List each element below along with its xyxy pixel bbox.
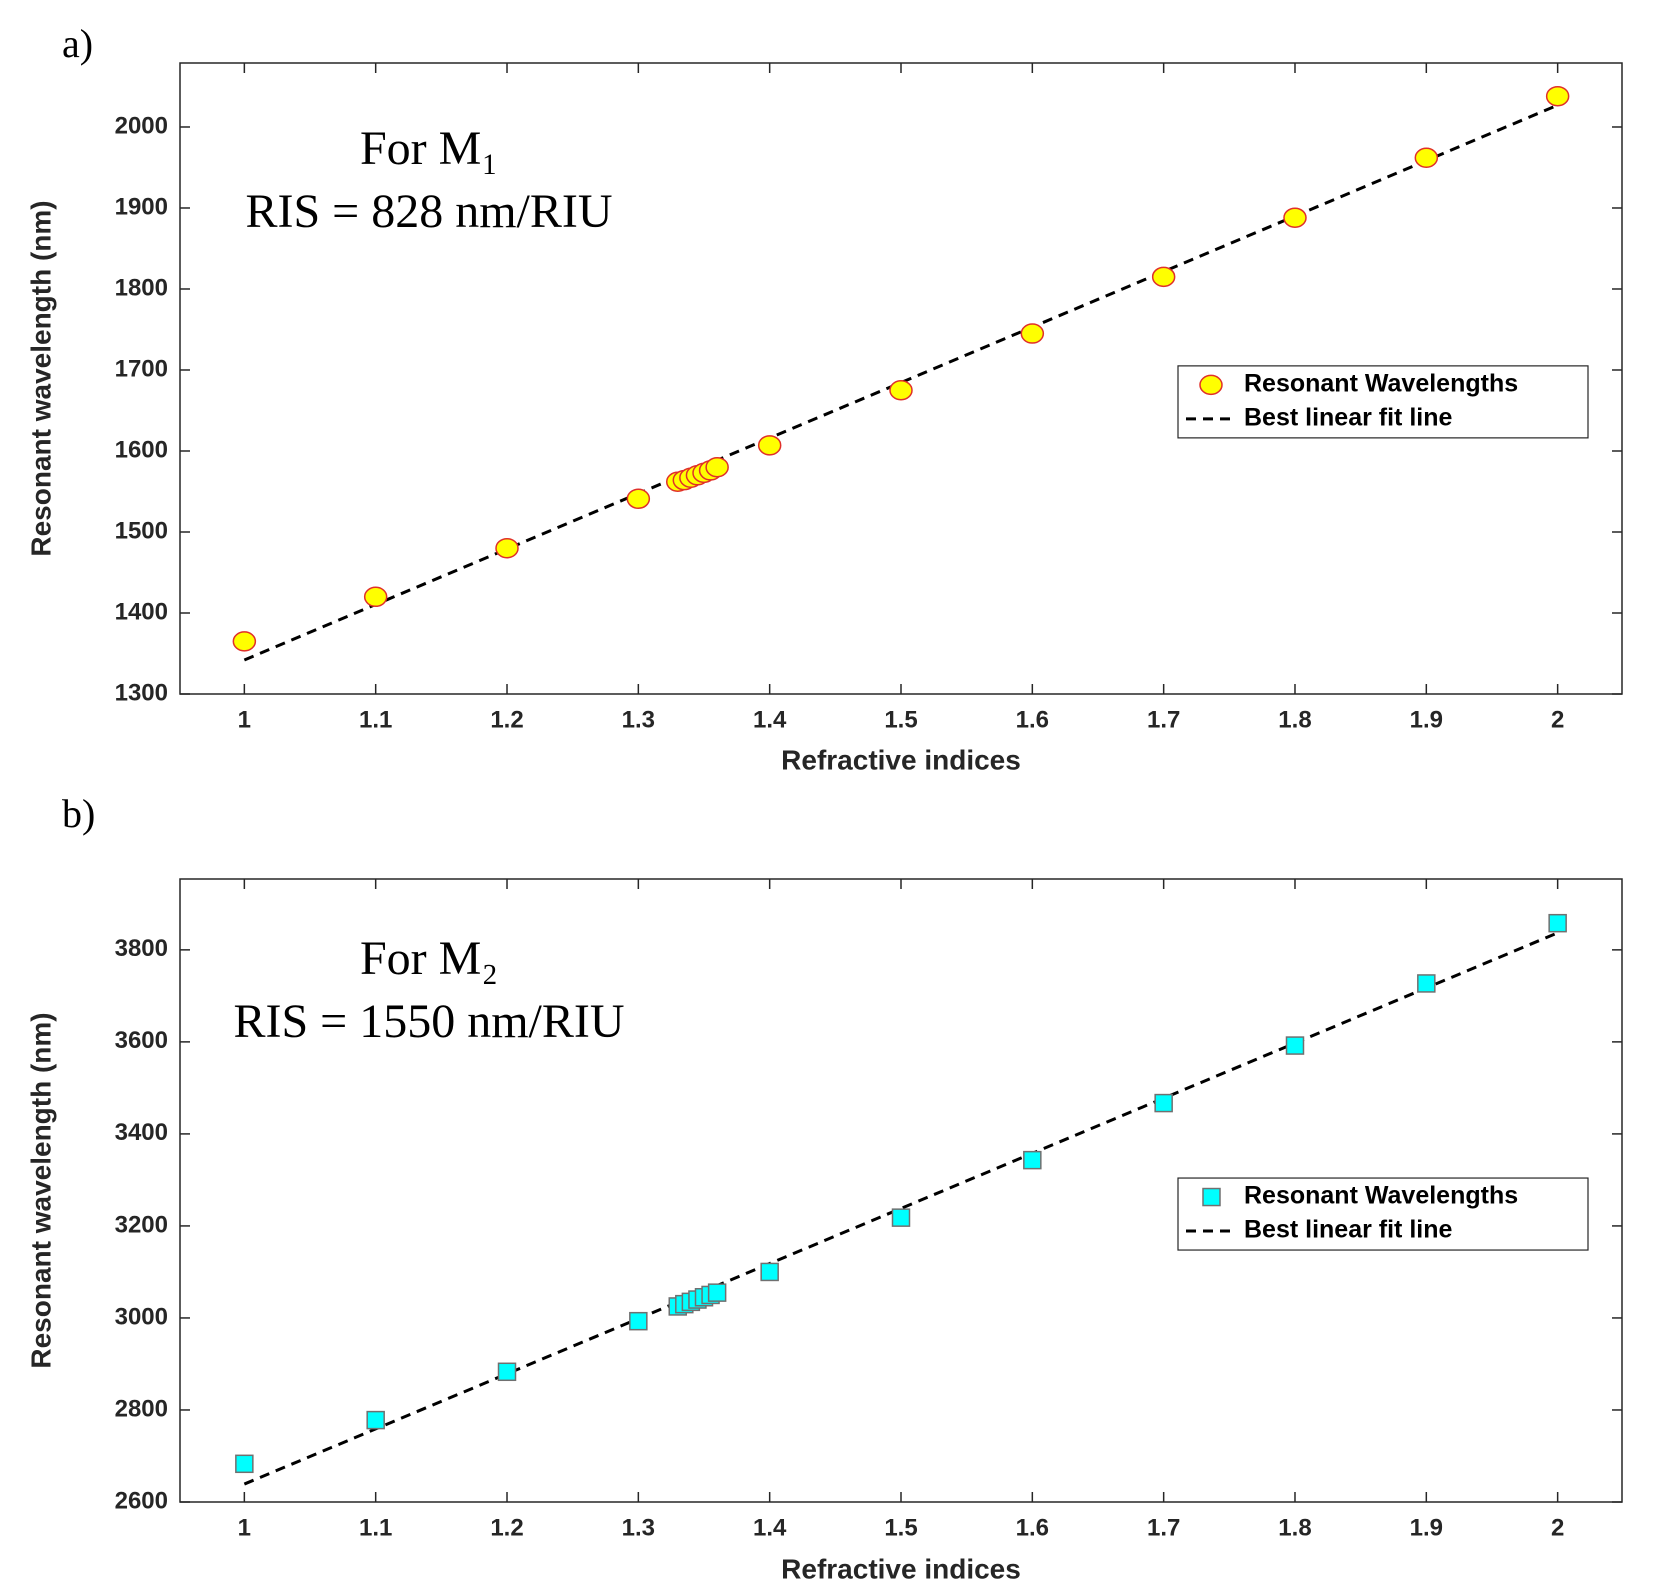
x-tick-label: 1.6 xyxy=(1016,706,1049,733)
x-tick-label: 1.5 xyxy=(884,1514,917,1541)
x-tick-label: 2 xyxy=(1551,706,1564,733)
data-point xyxy=(626,488,651,510)
x-tick-label: 1.4 xyxy=(753,1514,787,1541)
y-tick-label: 2000 xyxy=(115,112,168,139)
chart-panel: 2600 2800 3000 3200 3400 3600 3800 1 1.1 1.2 1.3 1.… xyxy=(25,791,1623,1584)
legend-label: Resonant Wavelengths xyxy=(1244,1182,1518,1210)
data-point xyxy=(889,379,913,401)
legend-label: Best linear fit line xyxy=(1244,1216,1452,1244)
y-tick-label: 1900 xyxy=(115,193,168,220)
legend-swatch xyxy=(1202,1187,1221,1207)
x-tick-label: 1 xyxy=(238,706,251,733)
legend-swatch xyxy=(1199,374,1223,396)
panel-label: a) xyxy=(62,21,93,66)
y-tick-label: 3800 xyxy=(115,935,168,962)
data-point xyxy=(1417,974,1436,993)
data-point xyxy=(705,456,729,478)
x-tick-label: 1.1 xyxy=(359,1514,392,1541)
x-tick-label: 1.7 xyxy=(1147,706,1180,733)
x-tick-label: 1.2 xyxy=(490,1514,523,1541)
x-tick-label: 1.3 xyxy=(622,706,655,733)
x-tick-label: 1 xyxy=(238,1514,251,1541)
y-tick-label: 1500 xyxy=(115,517,168,544)
y-tick-label: 3000 xyxy=(115,1303,168,1330)
x-tick-label: 2 xyxy=(1551,1514,1564,1541)
y-tick-label: 1600 xyxy=(115,436,168,463)
x-tick-label: 1.4 xyxy=(753,706,787,733)
x-tick-label: 1.7 xyxy=(1147,1514,1180,1541)
data-point xyxy=(1414,147,1439,169)
y-tick-label: 1300 xyxy=(115,679,168,706)
legend-box xyxy=(1177,365,1589,439)
data-point xyxy=(707,1283,727,1302)
x-tick-label: 1.5 xyxy=(884,706,917,733)
data-point xyxy=(1548,913,1567,933)
annotation: RIS = 828 nm/RIU xyxy=(245,185,612,238)
y-tick-label: 3200 xyxy=(115,1211,168,1238)
data-point xyxy=(1151,266,1176,288)
x-axis-title: Refractive indices xyxy=(781,744,1021,775)
x-tick-label: 1.8 xyxy=(1278,706,1311,733)
data-point xyxy=(497,1362,517,1382)
data-point xyxy=(363,586,388,608)
data-point xyxy=(757,435,782,456)
annotation: For M₂ xyxy=(360,932,498,985)
x-tick-label: 1.8 xyxy=(1278,1514,1311,1541)
legend-box xyxy=(1177,1177,1589,1251)
x-tick-label: 1.9 xyxy=(1410,706,1443,733)
y-tick-label: 2600 xyxy=(115,1487,168,1514)
data-point xyxy=(495,537,519,559)
x-tick-label: 1.3 xyxy=(622,1514,655,1541)
data-point xyxy=(1023,1150,1042,1170)
chart-panel: 1300 1400 1500 1600 1700 1800 1900 2000 1 1.1 1.2 1… xyxy=(25,21,1623,775)
data-point xyxy=(1020,323,1045,344)
legend-label: Best linear fit line xyxy=(1244,403,1452,431)
y-tick-label: 1700 xyxy=(115,355,168,382)
x-tick-label: 1.9 xyxy=(1410,1514,1443,1541)
data-point xyxy=(1283,207,1307,228)
data-point xyxy=(629,1311,648,1331)
y-axis-title: Resonant wavelength (nm) xyxy=(25,1012,56,1368)
data-point xyxy=(1154,1093,1173,1113)
data-point xyxy=(891,1208,911,1227)
x-tick-label: 1.2 xyxy=(490,706,523,733)
data-point xyxy=(1545,85,1570,107)
panel-label: b) xyxy=(62,791,95,836)
x-tick-label: 1.1 xyxy=(359,706,392,733)
data-point xyxy=(232,631,257,652)
y-tick-label: 1400 xyxy=(115,598,168,625)
y-tick-label: 3400 xyxy=(115,1119,168,1146)
data-point xyxy=(1285,1036,1305,1055)
legend-label: Resonant Wavelengths xyxy=(1244,369,1518,397)
data-point xyxy=(235,1454,254,1474)
data-point xyxy=(760,1262,779,1282)
x-tick-label: 1.6 xyxy=(1016,1514,1049,1541)
x-axis-title: Refractive indices xyxy=(781,1553,1021,1584)
data-point xyxy=(366,1410,385,1430)
y-tick-label: 1800 xyxy=(115,274,168,301)
annotation: RIS = 1550 nm/RIU xyxy=(233,995,624,1048)
y-axis-title: Resonant wavelength (nm) xyxy=(25,200,56,556)
y-tick-label: 3600 xyxy=(115,1027,168,1054)
annotation: For M₁ xyxy=(360,122,498,175)
y-tick-label: 2800 xyxy=(115,1395,168,1422)
